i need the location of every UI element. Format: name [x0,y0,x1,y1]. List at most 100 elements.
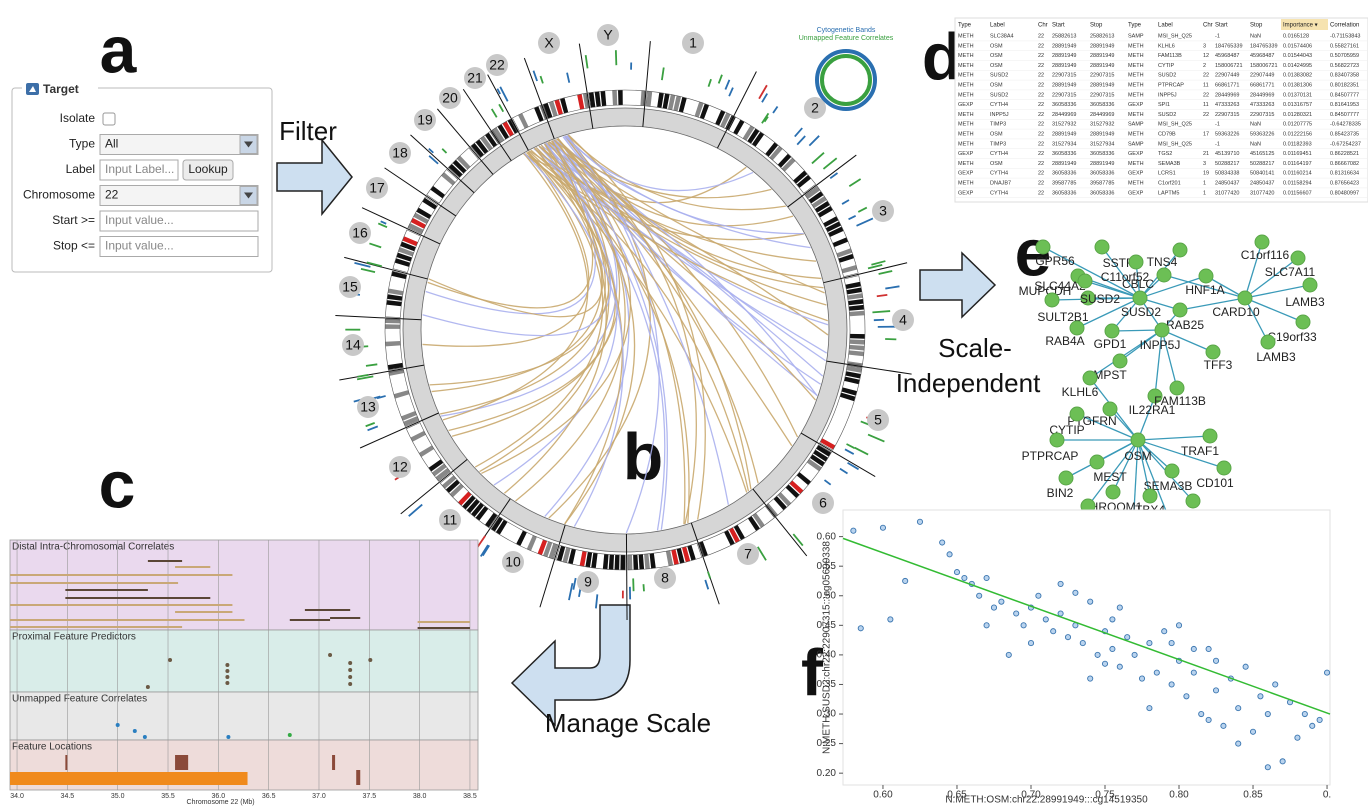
network-node [1164,463,1180,479]
unmapped-point [287,733,292,737]
table-cell: 22 [1038,190,1044,196]
chromosome-label: 19 [417,112,433,128]
y-tick-label: 0.30 [817,709,837,720]
network-edge [1089,329,1163,379]
table-cell: -1 [1215,141,1220,147]
scatter-point [857,625,864,632]
inner-ring-edge [402,107,848,553]
table-cell: 184765339 [1250,43,1278,49]
scatter-point [850,527,857,534]
select-box[interactable] [99,185,259,206]
table-cell: 0.81316634 [1330,171,1359,177]
feature-tick [660,67,665,81]
network-edge [1084,280,1141,299]
feature-tick [867,433,885,443]
cytoband [475,139,489,154]
feature-tick [369,242,382,249]
chord [567,134,786,211]
network-node [1089,454,1105,470]
table-cell: 22907315 [1250,112,1274,118]
chord [566,135,729,505]
track-bg [9,629,479,693]
network-node [1185,493,1201,509]
select-box[interactable] [99,134,259,155]
network-node [1130,432,1146,448]
chromosome-outline [698,505,775,557]
chromosome-divider [752,488,808,557]
chromosome-badge [502,551,524,573]
scatter-point [998,598,1005,605]
table-cell: 50840141 [1250,171,1274,177]
form-title: Target [43,82,79,96]
text-input[interactable] [99,210,259,232]
network-edge [1244,297,1304,323]
cytoband [416,207,432,220]
table-cell: 28449969 [1052,112,1076,118]
scatter-point [887,616,894,623]
cytoband [848,299,864,306]
y-tick-label: 0.55 [817,561,837,572]
table-cell: NaN [1250,141,1261,147]
node-label: C1orf116 [1241,248,1290,262]
node-label: LAMB3 [1256,350,1296,364]
table-cell: SLC38A4 [990,33,1014,39]
feature-tick [568,582,574,601]
chord [538,145,666,531]
cytoband [502,121,514,137]
feature-tick [772,106,779,114]
network-edge [1076,297,1141,329]
unmapped-point [142,735,147,739]
network-node [1216,460,1232,476]
feature-tick [428,147,434,154]
table-cell: 0.83407358 [1330,73,1359,79]
table-cell: 22 [1038,63,1044,69]
cytoband [796,174,812,188]
scatter-point [1168,681,1175,688]
table-cell: TIMP3 [990,141,1006,147]
text-input[interactable] [99,236,259,257]
chromosome-label: 13 [360,399,376,415]
network-node [1156,267,1172,283]
feature-tick [360,268,376,274]
cytoband [657,92,664,108]
table-header: Type [1128,23,1142,29]
scatter-point [990,604,998,611]
text-input[interactable] [99,159,179,181]
cytoband [526,535,537,551]
table-cell: 28449969 [1215,92,1239,98]
table-cell: 0.80182351 [1330,82,1359,88]
chromosome-badge [342,334,364,356]
chromosome-divider [384,167,457,217]
checkbox[interactable] [102,112,116,126]
scatter-point [1094,651,1101,658]
cytoband [475,506,489,521]
feature-tick [763,116,769,123]
cytoband [733,119,745,135]
cytoband [849,310,865,317]
select-value: All [105,137,118,151]
network-edge [1137,439,1171,522]
table-cell: 36058336 [1090,190,1114,196]
table-cell: 0.01316757 [1283,102,1312,108]
scatter-point [1072,589,1079,596]
network-edge [1112,439,1139,493]
chromosome-label: X [544,35,554,51]
network-node [1172,302,1188,318]
table-cell: 22 [1038,151,1044,157]
table-cell: METH [958,131,974,137]
filter-arrow [276,137,353,217]
node-label: CD101 [1196,476,1234,490]
network-edge [1076,413,1139,441]
feature-tick [642,584,645,592]
y-tick-label: 0.50 [817,590,837,601]
scatter-point [983,622,990,629]
x-axis-label: Chromosome 22 (Mb) [187,799,255,806]
chromosome-outline [426,169,459,204]
table-cell: 21 [1203,151,1209,157]
feature-tick [498,103,505,113]
scatter-point [1175,622,1183,629]
cytoband [620,554,626,570]
chord [503,147,607,494]
lookup-button[interactable] [182,159,234,181]
arrow-label: Independent [896,368,1041,398]
